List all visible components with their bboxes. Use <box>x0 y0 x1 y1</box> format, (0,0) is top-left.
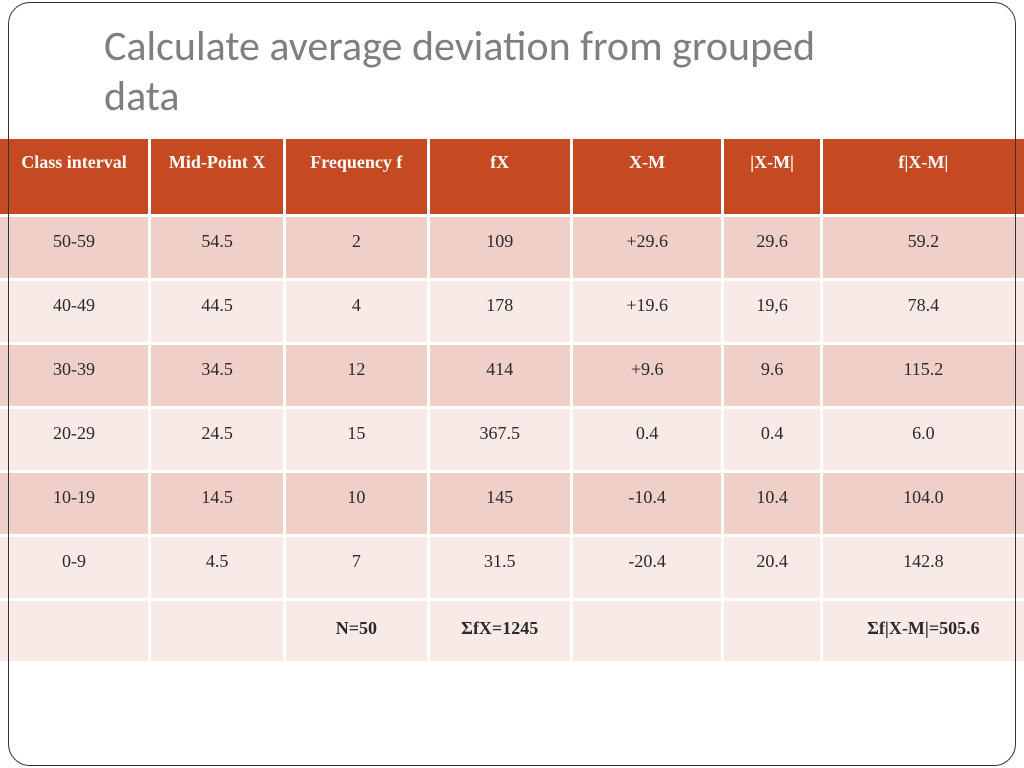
table-row: 40-4944.54178+19.619,678.4 <box>0 280 1024 344</box>
col-abs-x-minus-m: |X-M| <box>723 139 821 216</box>
col-class-interval: Class interval <box>0 139 150 216</box>
col-x-minus-m: X-M <box>571 139 723 216</box>
col-midpoint: Mid-Point X <box>150 139 285 216</box>
table-row: 50-5954.52109+29.629.659.2 <box>0 216 1024 280</box>
table-header-row: Class interval Mid-Point X Frequency f f… <box>0 139 1024 216</box>
table-row: 0-94.5731.5-20.420.4142.8 <box>0 536 1024 600</box>
table-summary-row: N=50ΣfX=1245Σf|X-M|=505.6 <box>0 600 1024 662</box>
col-frequency: Frequency f <box>285 139 428 216</box>
table-body: 50-5954.52109+29.629.659.2 40-4944.54178… <box>0 216 1024 662</box>
table-row: 30-3934.512414+9.69.6115.2 <box>0 344 1024 408</box>
deviation-table: Class interval Mid-Point X Frequency f f… <box>0 139 1024 664</box>
col-fx: fX <box>428 139 571 216</box>
table-row: 20-2924.515367.50.40.46.0 <box>0 408 1024 472</box>
slide-title: Calculate average deviation from grouped… <box>0 0 820 139</box>
col-f-abs-x-minus-m: f|X-M| <box>821 139 1024 216</box>
table-row: 10-1914.510145-10.410.4104.0 <box>0 472 1024 536</box>
